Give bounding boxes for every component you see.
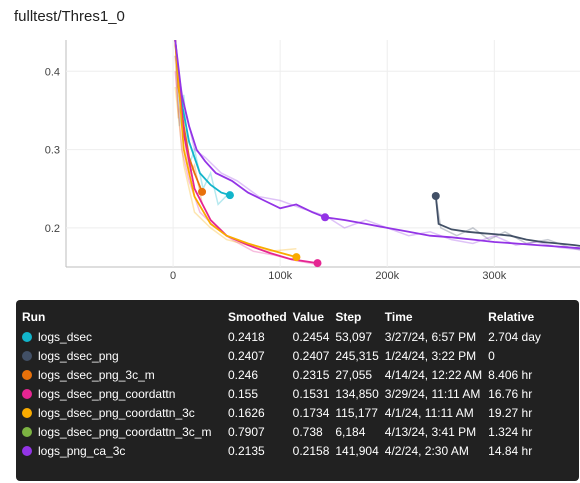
tooltip-row: logs_dsec 0.2418 0.2454 53,097 3/27/24, 6:57… bbox=[22, 327, 547, 346]
run-name: logs_dsec_png_coordattn bbox=[22, 384, 228, 403]
tooltip-row: logs_png_ca_3c 0.2135 0.2158 141,904 4/2/24,… bbox=[22, 441, 547, 460]
header-smoothed: Smoothed bbox=[228, 310, 287, 324]
step-value: 134,850 bbox=[335, 386, 379, 401]
tooltip-row: logs_dsec_png_coordattn_3c_m 0.7907 0.738 6… bbox=[22, 422, 547, 441]
relative-value: 2.704 day bbox=[488, 329, 541, 344]
run-color-dot bbox=[22, 426, 32, 437]
chart-ticks: 0.2 0.3 0.4 0 100k 200k 300k bbox=[45, 66, 507, 282]
run-name: logs_dsec_png_3c_m bbox=[22, 365, 228, 384]
y-tick-label: 0.4 bbox=[45, 66, 60, 78]
raw-lines bbox=[174, 40, 580, 266]
raw-value: 0.1531 bbox=[292, 386, 330, 401]
step-value: 115,177 bbox=[335, 405, 378, 420]
run-color-dot bbox=[22, 388, 32, 399]
tooltip-header-row: Run Smoothed Value Step Time Relative bbox=[22, 307, 547, 327]
smoothed-value: 0.155 bbox=[228, 386, 259, 401]
run-color-dot bbox=[22, 445, 32, 456]
step-value: 53,097 bbox=[335, 329, 373, 344]
time-value: 3/27/24, 6:57 PM bbox=[384, 329, 477, 344]
smoothed-value: 0.2418 bbox=[228, 329, 265, 344]
header-run: Run bbox=[22, 310, 46, 324]
time-value: 4/1/24, 11:11 AM bbox=[384, 405, 474, 420]
run-label: logs_dsec bbox=[38, 329, 93, 344]
raw-value: 0.1734 bbox=[292, 405, 330, 420]
relative-value: 8.406 hr bbox=[488, 367, 533, 382]
run-color-dot bbox=[22, 407, 32, 418]
relative-value: 16.76 hr bbox=[488, 386, 533, 401]
smoothed-series-logs_dsec_png_coordattn_3c_m bbox=[174, 40, 176, 41]
header-value: Value bbox=[292, 310, 325, 324]
hover-point-logs_dsec_png bbox=[431, 192, 440, 201]
raw-value: 0.2315 bbox=[292, 367, 330, 382]
run-name: logs_png_ca_3c bbox=[22, 441, 228, 460]
smoothed-value: 0.2407 bbox=[228, 348, 265, 363]
relative-value: 14.84 hr bbox=[488, 443, 533, 458]
hover-point-logs_dsec_png_coordattn bbox=[313, 259, 322, 268]
run-color-dot bbox=[22, 369, 32, 380]
x-tick-label: 300k bbox=[482, 270, 506, 282]
raw-series-logs_dsec_png_coordattn bbox=[174, 71, 318, 266]
smoothed-value: 0.7907 bbox=[228, 424, 265, 439]
run-label: logs_dsec_png_coordattn bbox=[38, 386, 176, 401]
hover-point-logs_dsec_png_3c_m bbox=[198, 187, 207, 196]
raw-value: 0.2158 bbox=[292, 443, 330, 458]
header-step: Step bbox=[335, 310, 362, 324]
header-relative: Relative bbox=[488, 310, 535, 324]
step-value: 27,055 bbox=[335, 367, 373, 382]
chart-title: fulltest/Thres1_0 bbox=[14, 8, 125, 25]
tooltip-row: logs_dsec_png_coordattn_3c 0.1626 0.1734 11… bbox=[22, 403, 547, 422]
relative-value: 0 bbox=[488, 348, 495, 363]
run-name: logs_dsec_png bbox=[22, 346, 228, 365]
time-value: 3/29/24, 11:11 AM bbox=[384, 386, 481, 401]
y-tick-label: 0.3 bbox=[45, 145, 60, 157]
x-tick-label: 200k bbox=[375, 270, 399, 282]
chart-grid bbox=[65, 40, 580, 268]
raw-value: 0.2407 bbox=[292, 348, 330, 363]
raw-series-logs_png_ca_3c bbox=[174, 55, 580, 251]
step-value: 141,904 bbox=[335, 443, 379, 458]
x-tick-label: 0 bbox=[170, 270, 176, 282]
time-value: 4/2/24, 2:30 AM bbox=[384, 443, 469, 458]
hover-point-logs_dsec bbox=[225, 191, 234, 200]
raw-series-logs_dsec_png_coordattn_3c bbox=[174, 86, 297, 253]
smoothed-value: 0.246 bbox=[228, 367, 259, 382]
relative-value: 19.27 hr bbox=[488, 405, 533, 420]
run-label: logs_png_ca_3c bbox=[38, 443, 126, 458]
step-value: 6,184 bbox=[335, 424, 366, 439]
header-time: Time bbox=[384, 310, 413, 324]
hover-tooltip: Run Smoothed Value Step Time Relative lo… bbox=[16, 300, 579, 481]
run-name: logs_dsec_png_coordattn_3c_m bbox=[22, 422, 228, 441]
smoothed-value: 0.1626 bbox=[228, 405, 265, 420]
tooltip-table: Run Smoothed Value Step Time Relative lo… bbox=[22, 307, 547, 460]
x-tick-label: 100k bbox=[268, 270, 292, 282]
run-color-dot bbox=[22, 331, 32, 342]
raw-value: 0.2454 bbox=[292, 329, 330, 344]
smoothed-series-logs_dsec_png_coordattn_3c bbox=[174, 40, 297, 258]
run-name: logs_dsec bbox=[22, 327, 228, 346]
time-value: 4/13/24, 3:41 PM bbox=[384, 424, 477, 439]
hover-point-logs_dsec_png_coordattn_3c bbox=[292, 253, 301, 262]
run-label: logs_dsec_png_3c_m bbox=[38, 367, 155, 382]
time-value: 1/24/24, 3:22 PM bbox=[384, 348, 477, 363]
end-markers bbox=[198, 187, 440, 268]
line-chart[interactable]: 0.2 0.3 0.4 0 100k 200k 300k bbox=[0, 0, 580, 300]
hover-point-logs_png_ca_3c bbox=[321, 213, 330, 222]
smoothed-series-logs_dsec_png bbox=[434, 195, 580, 247]
raw-series-logs_dsec_png_coordattn_3c_m bbox=[174, 40, 175, 41]
y-tick-label: 0.2 bbox=[45, 223, 60, 235]
run-label: logs_dsec_png_coordattn_3c bbox=[38, 405, 195, 420]
step-value: 245,315 bbox=[335, 348, 379, 363]
time-value: 4/14/24, 12:22 AM bbox=[384, 367, 483, 382]
tooltip-row: logs_dsec_png_3c_m 0.246 0.2315 27,055 4/14/… bbox=[22, 365, 547, 384]
run-name: logs_dsec_png_coordattn_3c bbox=[22, 403, 228, 422]
raw-series-logs_dsec_png_3c_m bbox=[174, 55, 203, 204]
smoothed-value: 0.2135 bbox=[228, 443, 265, 458]
run-label: logs_dsec_png bbox=[38, 348, 119, 363]
run-color-dot bbox=[22, 350, 32, 361]
raw-value: 0.738 bbox=[292, 424, 323, 439]
run-label: logs_dsec_png_coordattn_3c_m bbox=[38, 424, 212, 439]
tooltip-row: logs_dsec_png 0.2407 0.2407 245,315 1/24/24,… bbox=[22, 346, 547, 365]
tooltip-row: logs_dsec_png_coordattn 0.155 0.1531 134,85… bbox=[22, 384, 547, 403]
relative-value: 1.324 hr bbox=[488, 424, 533, 439]
